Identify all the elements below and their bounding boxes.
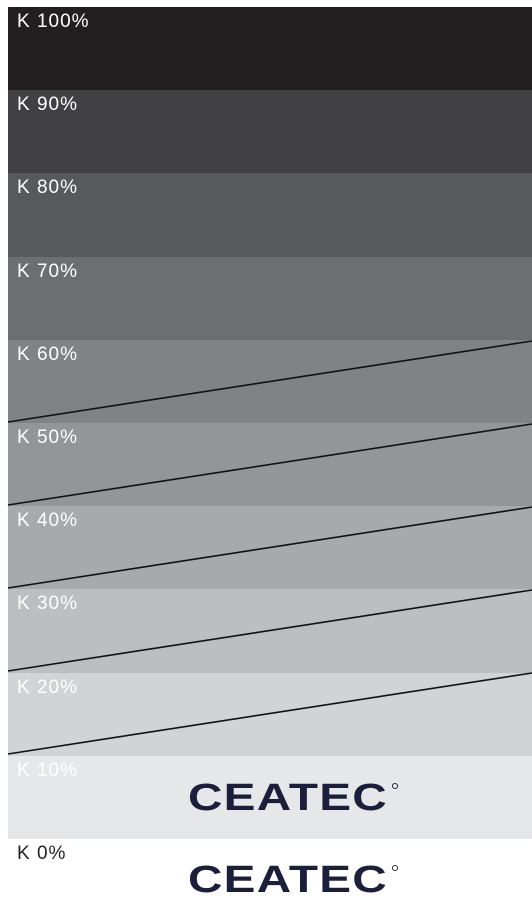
ceatec-logo: CEATEC [188, 777, 399, 817]
swatch-k80: K 80% [8, 173, 532, 257]
swatch-k30: K 30% [8, 589, 532, 673]
swatch-label: K 10% [17, 759, 78, 781]
swatch-k40: K 40% [8, 506, 532, 590]
swatch-k90: K 90% [8, 90, 532, 174]
swatch-k50: K 50% [8, 422, 532, 507]
swatch-label: K 30% [17, 593, 78, 615]
swatch-label: K 20% [17, 676, 78, 698]
swatch-label: K 100% [17, 11, 90, 32]
svg-text:CEATEC: CEATEC [188, 777, 388, 817]
swatch-k20: K 20% [8, 672, 532, 756]
swatch-k10: K 10% [8, 755, 532, 839]
swatch-label: K 60% [17, 343, 78, 365]
swatch-k70: K 70% [8, 256, 532, 340]
swatch-label: K 40% [17, 510, 78, 532]
swatch-k100: K 100% [8, 7, 532, 91]
swatch-k60: K 60% [8, 339, 532, 423]
svg-text:CEATEC: CEATEC [188, 859, 388, 899]
swatch-label: K 90% [17, 94, 78, 116]
ceatec-logo: CEATEC [188, 859, 399, 899]
swatch-label: K 50% [17, 426, 78, 448]
swatch-label: K 0% [17, 842, 67, 864]
swatch-label: K 80% [17, 177, 78, 199]
swatch-label: K 70% [17, 260, 78, 282]
